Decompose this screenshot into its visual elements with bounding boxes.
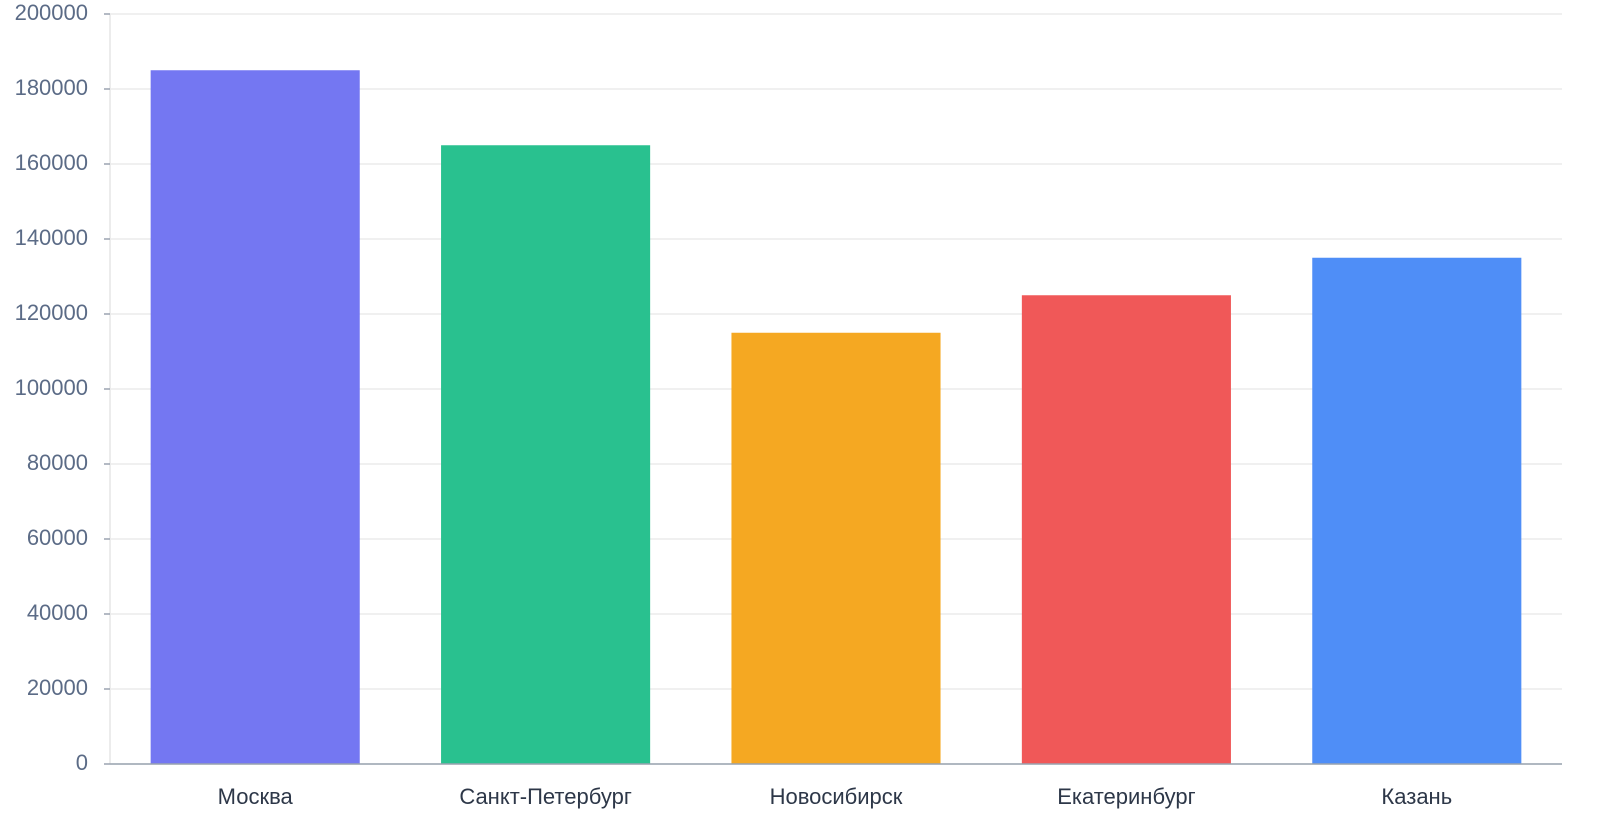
y-tick-label: 20000	[27, 675, 88, 700]
y-tick-label: 180000	[15, 75, 88, 100]
x-tick-label: Москва	[218, 784, 294, 809]
y-tick-label: 140000	[15, 225, 88, 250]
y-tick-label: 120000	[15, 300, 88, 325]
y-tick-label: 100000	[15, 375, 88, 400]
bar	[1312, 257, 1522, 764]
x-tick-label: Новосибирск	[770, 784, 903, 809]
y-tick-label: 80000	[27, 450, 88, 475]
y-tick-label: 60000	[27, 525, 88, 550]
bar	[1021, 295, 1231, 764]
y-tick-label: 40000	[27, 600, 88, 625]
x-tick-label: Казань	[1381, 784, 1452, 809]
bar	[150, 70, 360, 764]
bar	[441, 145, 651, 764]
x-tick-label: Санкт-Петербург	[459, 784, 632, 809]
x-tick-label: Екатеринбург	[1057, 784, 1195, 809]
y-tick-label: 160000	[15, 150, 88, 175]
y-tick-label: 0	[76, 750, 88, 775]
y-tick-label: 200000	[15, 0, 88, 25]
bar	[731, 332, 941, 764]
